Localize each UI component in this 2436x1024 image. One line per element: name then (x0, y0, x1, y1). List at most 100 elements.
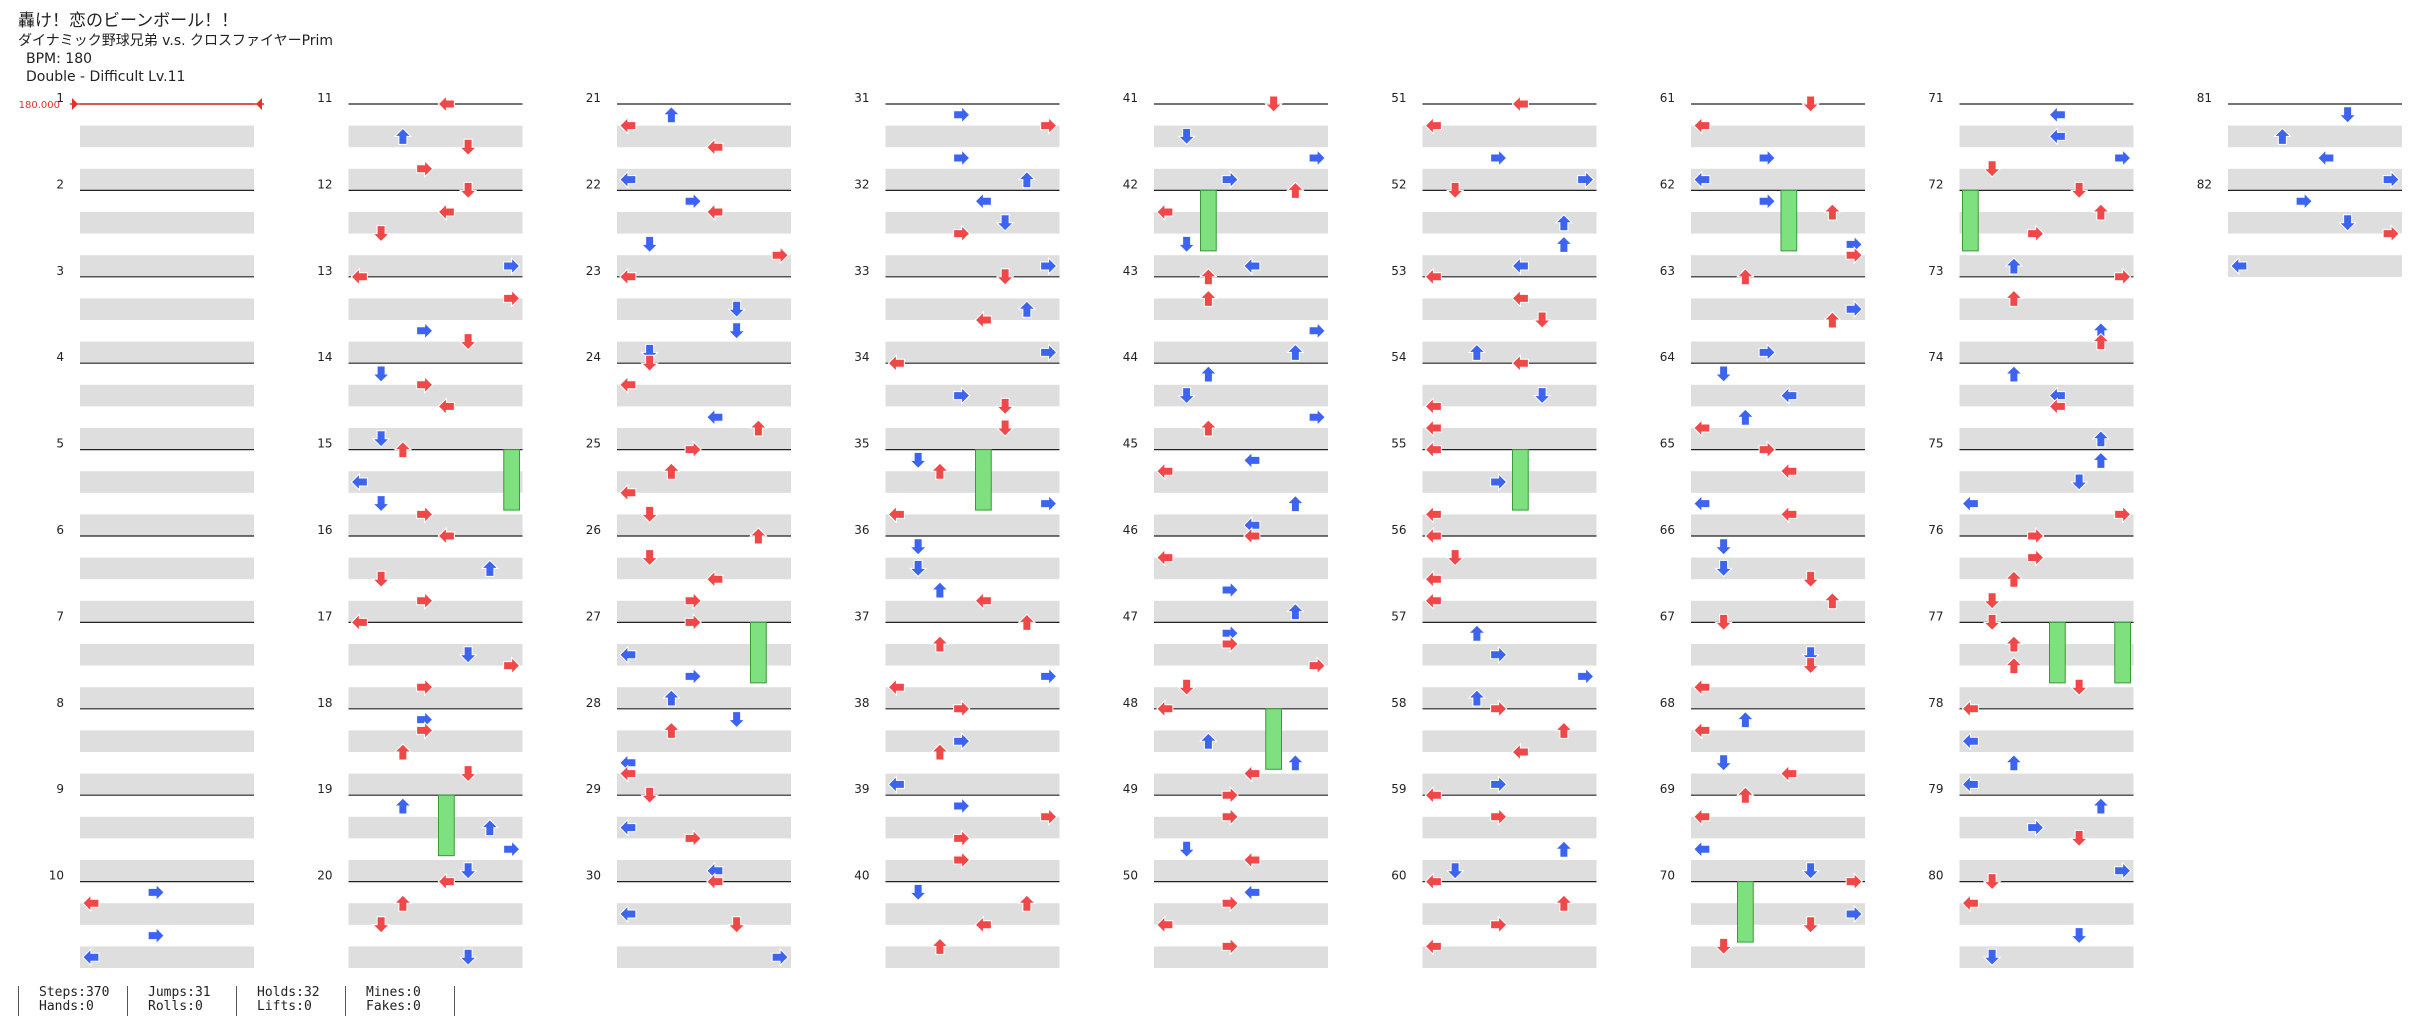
measure-number: 21 (586, 91, 601, 105)
measure-number: 44 (1123, 350, 1138, 364)
right-arrow-icon (1490, 915, 1508, 935)
beat-stripe (2228, 266, 2402, 277)
beat-stripe (348, 860, 523, 882)
hold-body (1200, 189, 1217, 252)
beat-stripe (80, 816, 254, 839)
measure-number: 47 (1123, 609, 1138, 623)
left-arrow-icon (1693, 807, 1711, 827)
beat-stripe (1154, 125, 1328, 148)
right-arrow-icon (953, 731, 971, 751)
left-arrow-icon (437, 94, 455, 114)
song-title: 轟け！恋のビーンボール！！ (18, 11, 239, 31)
down-arrow-icon (1982, 873, 2002, 891)
down-arrow-icon (458, 948, 478, 966)
right-arrow-icon (1040, 807, 1058, 827)
right-arrow-icon (1221, 807, 1239, 827)
right-arrow-icon (953, 105, 971, 125)
measure-number: 23 (586, 264, 601, 278)
left-arrow-icon (1424, 418, 1442, 438)
left-arrow-icon (974, 191, 992, 211)
measure-number: 65 (1660, 437, 1675, 451)
measure-number: 49 (1123, 782, 1138, 796)
right-arrow-icon (1221, 580, 1239, 600)
down-arrow-icon (995, 214, 1015, 232)
beat-stripe (1959, 816, 2134, 839)
beat-stripe (348, 730, 523, 752)
beat-stripe (80, 471, 254, 493)
left-arrow-icon (1424, 569, 1442, 589)
bpm-value: 180.000 (19, 100, 60, 111)
left-arrow-icon (1693, 418, 1711, 438)
right-arrow-icon (771, 245, 789, 265)
beat-stripe (1691, 471, 1865, 493)
measure-number: 4 (56, 350, 64, 364)
left-arrow-icon (1961, 775, 1979, 794)
down-arrow-icon (1982, 948, 2002, 966)
measure-number: 69 (1660, 782, 1675, 796)
beat-stripe (1691, 341, 1865, 364)
measure-number: 36 (854, 523, 869, 537)
up-arrow-icon (2273, 127, 2292, 145)
up-arrow-icon (749, 527, 768, 545)
beat-stripe (885, 644, 1060, 666)
measure-number: 17 (317, 609, 332, 623)
beat-stripe (1959, 471, 2134, 493)
left-arrow-icon (1693, 839, 1711, 859)
measure-number: 71 (1928, 91, 1943, 105)
beat-stripe (1154, 471, 1328, 493)
measure-number: 34 (854, 350, 869, 364)
beat-stripe (617, 341, 791, 364)
beat-stripe (885, 168, 1060, 191)
measure-number: 56 (1391, 523, 1406, 537)
right-arrow-icon (1040, 343, 1058, 362)
left-arrow-icon (1511, 94, 1529, 114)
hold-body (975, 449, 992, 511)
beat-stripe (1422, 773, 1597, 796)
beat-stripe (1422, 903, 1597, 925)
measure-number: 30 (586, 869, 601, 883)
beat-stripe (80, 168, 254, 191)
beat-stripe (80, 428, 254, 450)
left-arrow-icon (2048, 127, 2066, 146)
up-arrow-icon (1199, 365, 1218, 383)
left-arrow-icon (1511, 289, 1529, 308)
beat-stripe (1959, 557, 2134, 580)
up-arrow-icon (1736, 408, 1755, 426)
left-arrow-icon (1156, 548, 1174, 567)
left-arrow-icon (1424, 397, 1442, 416)
stat-hands: Hands:0 (39, 999, 94, 1014)
beat-stripe (2228, 168, 2402, 191)
beat-stripe (1154, 730, 1328, 752)
left-arrow-icon (350, 267, 368, 287)
left-arrow-icon (974, 310, 992, 330)
beat-stripe (885, 600, 1060, 623)
beat-stripe (885, 860, 1060, 882)
beat-stripe (1154, 212, 1328, 234)
hold-body (750, 621, 767, 684)
up-arrow-icon (930, 581, 950, 599)
left-arrow-icon (1243, 256, 1261, 276)
right-arrow-icon (1221, 937, 1239, 956)
measure-number: 45 (1123, 437, 1138, 451)
hold-body (1780, 189, 1798, 252)
beat-stripe (348, 255, 523, 277)
left-arrow-icon (82, 893, 100, 913)
left-arrow-icon (619, 483, 637, 503)
beat-stripe (348, 471, 523, 493)
stats-divider (454, 986, 455, 1016)
down-arrow-icon (1264, 95, 1283, 113)
left-arrow-icon (1156, 202, 1174, 222)
beat-stripe (1959, 341, 2134, 364)
beat-stripe (1154, 773, 1328, 796)
beat-stripe (1154, 816, 1328, 839)
measure-number: 73 (1928, 264, 1943, 278)
beat-stripe (617, 816, 791, 839)
measure-number: 41 (1123, 91, 1138, 105)
measure-number: 29 (586, 782, 601, 796)
down-arrow-icon (908, 451, 928, 470)
measure-number: 13 (317, 264, 332, 278)
left-arrow-icon (619, 267, 637, 287)
measure-number: 50 (1123, 869, 1138, 883)
left-arrow-icon (437, 397, 455, 416)
down-arrow-icon (2069, 678, 2089, 696)
